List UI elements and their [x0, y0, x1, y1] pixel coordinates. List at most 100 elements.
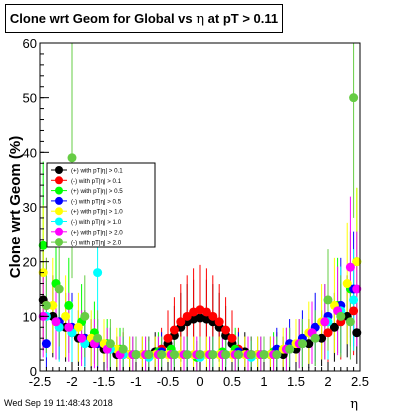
legend-entry: (-) with pT|η| > 1.0 [71, 219, 122, 226]
legend-marker [55, 186, 63, 195]
data-point [352, 284, 362, 294]
x-tick-label: 2 [324, 374, 331, 389]
plot-title: Clone wrt Geom for Global vs η at pT > 0… [5, 4, 283, 33]
data-point [73, 322, 83, 332]
data-point [285, 344, 295, 354]
x-axis-label: η [350, 397, 358, 412]
data-point [323, 295, 333, 305]
x-tick-label: 0.5 [223, 374, 241, 389]
data-point [317, 333, 327, 343]
legend-entry: (+) with pT|η| > 2.0 [71, 229, 123, 236]
data-point [163, 333, 173, 343]
data-point [345, 262, 355, 272]
data-point [208, 311, 218, 321]
legend-marker [55, 196, 63, 205]
data-point [352, 257, 362, 267]
data-point [176, 317, 186, 327]
data-point [93, 333, 103, 343]
data-point [336, 311, 346, 321]
data-point [345, 317, 355, 327]
y-tick-label: 60 [23, 36, 37, 51]
data-point [272, 350, 282, 360]
legend-marker [55, 217, 63, 226]
y-tick-label: 0 [30, 364, 37, 379]
legend-entry: (+) with pT|η| > 0.1 [71, 168, 123, 175]
data-point [51, 317, 61, 327]
data-point [195, 350, 205, 360]
title-eta-symbol: η [196, 12, 205, 27]
data-point [54, 284, 64, 294]
legend-marker [55, 207, 63, 216]
data-point [352, 328, 362, 338]
data-point [221, 350, 231, 360]
data-point [323, 328, 333, 338]
data-point [64, 300, 74, 310]
axes: -2.5 -2 -1.5 -1 -0.5 0 0.5 1 1.5 2 2.5 0 10 20 30 40 50 6… [23, 36, 370, 389]
data-points [38, 93, 362, 362]
data-point [349, 93, 359, 103]
data-point [48, 300, 58, 310]
x-tick-label: 2.5 [351, 374, 369, 389]
data-point [118, 344, 128, 354]
legend-entry: (-) with pT|η| > 0.5 [71, 198, 122, 205]
data-point [259, 350, 269, 360]
data-point [342, 279, 352, 289]
y-tick-label: 50 [23, 91, 37, 106]
data-point [329, 322, 339, 332]
legend-entry: (+) with pT|η| > 1.0 [71, 209, 123, 216]
data-point [144, 350, 154, 360]
x-tick-label: 1.5 [287, 374, 305, 389]
data-point [41, 339, 51, 349]
data-point [41, 300, 51, 310]
data-point [201, 307, 211, 317]
timestamp-footer: Wed Sep 19 11:48:43 2018 [4, 398, 113, 408]
y-tick-label: 20 [23, 255, 37, 270]
data-point [182, 311, 192, 321]
legend: (+) with pT|η| > 0.1 (-) with pT|η| > 0.1… [46, 162, 156, 248]
data-point [304, 339, 314, 349]
data-point [67, 153, 77, 163]
legend-entry: (+) with pT|η| > 0.5 [71, 188, 123, 195]
x-tick-label: 0 [196, 374, 203, 389]
data-point [233, 350, 243, 360]
data-point [61, 311, 71, 321]
data-point [349, 295, 359, 305]
legend-marker [55, 227, 63, 236]
y-tick-label: 40 [23, 145, 37, 160]
data-point [93, 268, 103, 278]
title-prefix: Clone wrt Geom for Global vs [9, 11, 193, 26]
data-point [208, 350, 218, 360]
data-point [297, 339, 307, 349]
data-point [182, 350, 192, 360]
data-point [214, 317, 224, 327]
data-point [105, 339, 115, 349]
title-suffix: at pT > 0.11 [207, 11, 279, 26]
legend-entry: (-) with pT|η| > 2.0 [71, 240, 122, 247]
legend-entry: (-) with pT|η| > 0.1 [71, 178, 122, 185]
data-point [221, 325, 231, 335]
data-point [38, 240, 48, 250]
x-tick-label: -0.5 [157, 374, 179, 389]
data-point [64, 322, 74, 332]
data-point [246, 350, 256, 360]
x-tick-label: -1 [130, 374, 142, 389]
data-point [157, 350, 167, 360]
x-tick-label: -1.5 [93, 374, 115, 389]
legend-marker [55, 176, 63, 185]
y-axis-label: Clone wrt Geom (%) [7, 136, 24, 279]
data-point [349, 306, 359, 316]
legend-marker [55, 238, 63, 247]
data-point [320, 317, 330, 327]
x-tick-label: -2 [66, 374, 78, 389]
data-point [77, 333, 87, 343]
legend-marker [55, 166, 63, 174]
data-point [169, 350, 179, 360]
data-point [227, 333, 237, 343]
data-point [169, 325, 179, 335]
data-point [80, 311, 90, 321]
legend-box [46, 162, 156, 248]
data-point [310, 333, 320, 343]
data-point [131, 350, 141, 360]
y-tick-label: 10 [23, 309, 37, 324]
